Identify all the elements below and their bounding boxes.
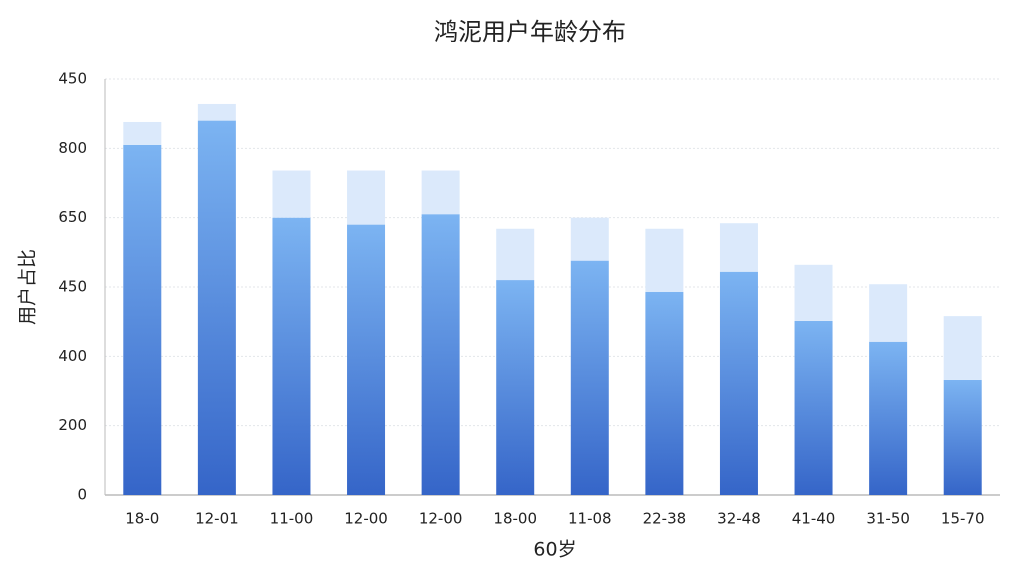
bar-segment <box>496 228 535 281</box>
x-tick-label: 12-00 <box>419 510 463 528</box>
bar-segment <box>421 214 460 495</box>
bar-segment <box>943 379 982 495</box>
bar-segment <box>197 120 236 495</box>
bar-segment <box>272 217 311 495</box>
x-axis-label: 60岁 <box>533 539 576 561</box>
bar-segment <box>123 144 162 495</box>
y-tick-label: 800 <box>58 139 87 157</box>
bar-segment <box>794 320 833 495</box>
bar-segment <box>197 103 236 121</box>
bar-segment <box>123 121 162 145</box>
x-tick-label: 18-0 <box>125 510 159 528</box>
bar-segment <box>869 341 908 495</box>
y-tick-label: 0 <box>77 486 87 504</box>
bar-segment <box>570 260 609 495</box>
x-tick-label: 11-08 <box>568 510 612 528</box>
bar-segment <box>645 228 684 292</box>
bar-segment <box>719 223 758 272</box>
bar-segment <box>272 170 311 218</box>
y-axis-label: 用户占比 <box>17 249 39 325</box>
bar-segment <box>347 170 386 225</box>
y-tick-label: 400 <box>58 347 87 365</box>
y-tick-label: 450 <box>58 278 87 296</box>
x-tick-label: 31-50 <box>866 510 910 528</box>
x-tick-label: 32-48 <box>717 510 761 528</box>
bar-segment <box>794 264 833 321</box>
y-tick-label: 450 <box>58 70 87 88</box>
x-tick-label: 12-01 <box>195 510 239 528</box>
chart-title: 鸿泥用户年龄分布 <box>434 18 626 46</box>
x-tick-label: 15-70 <box>941 510 985 528</box>
y-tick-label: 200 <box>58 416 87 434</box>
bar-segment <box>570 217 609 261</box>
bar-segment <box>719 271 758 495</box>
bar-segment <box>869 284 908 342</box>
x-tick-label: 11-00 <box>270 510 314 528</box>
bar-segment <box>421 170 460 215</box>
x-tick-label: 22-38 <box>643 510 687 528</box>
x-tick-label: 41-40 <box>792 510 836 528</box>
bar-segment <box>496 280 535 495</box>
x-tick-label: 12-00 <box>344 510 388 528</box>
bar-segment <box>645 291 684 495</box>
x-tick-label: 18-00 <box>493 510 537 528</box>
bar-segment <box>347 224 386 495</box>
y-tick-label: 650 <box>58 208 87 226</box>
bar-segment <box>943 316 982 380</box>
